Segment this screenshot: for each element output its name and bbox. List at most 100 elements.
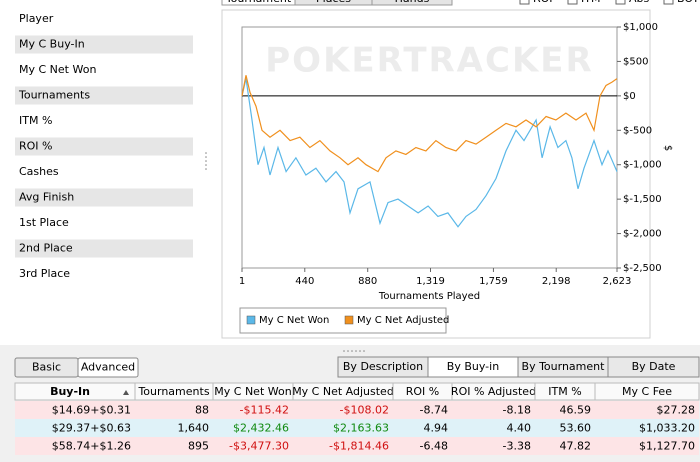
table-cell: 4.94 (424, 422, 449, 435)
column-header[interactable]: Buy-In (50, 385, 90, 398)
sort-arrow (123, 390, 129, 395)
table-cell: $58.74+$1.26 (52, 440, 131, 453)
x-tick-label: 1,759 (479, 276, 508, 287)
group-tab[interactable] (607, 356, 700, 378)
y-tick-label: $1,000 (623, 22, 658, 33)
x-tick-label: 2,623 (603, 276, 632, 287)
table-cell: 895 (188, 440, 209, 453)
table-row-bg (15, 437, 699, 455)
checkbox-label: BOY (677, 0, 699, 5)
column-header[interactable]: ITM % (548, 385, 581, 398)
view-button-label: Advanced (81, 361, 135, 374)
legend-swatch (246, 315, 256, 325)
table-cell: $2,163.63 (333, 422, 389, 435)
y-tick-label: $500 (623, 56, 648, 67)
stat-label[interactable]: ITM % (19, 114, 52, 127)
tab[interactable] (371, 0, 453, 6)
table-cell: -$1,814.46 (329, 440, 389, 453)
table-cell: $27.28 (657, 404, 696, 417)
table-cell: 53.60 (560, 422, 592, 435)
y-tick-label: $0 (623, 91, 636, 102)
group-tab-label: By Date (632, 360, 676, 373)
table-cell: -3.38 (503, 440, 531, 453)
column-header[interactable]: Tournaments (137, 385, 209, 398)
group-tab-label: By Tournament (522, 360, 606, 373)
checkbox-label: Abs (629, 0, 650, 5)
column-header[interactable]: My C Net Adjusted (292, 385, 394, 398)
legend-swatch (344, 315, 354, 325)
tab-label: Places (316, 0, 351, 5)
table-cell: $14.69+$0.31 (52, 404, 131, 417)
y-tick-label: $-2,500 (623, 263, 662, 274)
splitter (205, 152, 365, 352)
legend-label: My C Net Won (259, 315, 329, 326)
tab-label: Tournament (225, 0, 292, 5)
x-tick-label: 2,198 (542, 276, 571, 287)
checkbox[interactable] (615, 0, 626, 5)
group-tab-label: By Description (343, 360, 423, 373)
x-tick-label: 1,319 (416, 276, 445, 287)
column-header[interactable]: ROI % Adjusted (451, 385, 536, 398)
group-tab-label: By Buy-in (447, 360, 499, 373)
y-tick-label: $-1,500 (623, 194, 662, 205)
stat-label[interactable]: ROI % (19, 140, 53, 153)
checkbox[interactable] (567, 0, 578, 5)
y-tick-label: $-500 (623, 125, 652, 136)
stat-label[interactable]: Avg Finish (19, 191, 74, 204)
stat-row-bg (15, 86, 193, 105)
x-tick-label: 880 (358, 276, 377, 287)
y-tick-label: $-2,000 (623, 229, 662, 240)
tab[interactable] (294, 0, 373, 6)
column-header[interactable]: ROI % (406, 385, 440, 398)
x-tick-label: 1 (239, 276, 245, 287)
table-cell: $1,127.70 (639, 440, 695, 453)
stat-row-bg (15, 137, 193, 156)
stat-row-bg (15, 188, 193, 207)
stat-label[interactable]: Cashes (19, 165, 59, 178)
stat-label[interactable]: My C Buy-In (19, 38, 85, 51)
table-cell: $29.37+$0.63 (52, 422, 131, 435)
stat-row-bg (15, 239, 193, 258)
series-line (241, 78, 618, 228)
watermark: POKERTRACKER (265, 41, 593, 81)
y-tick-label: $-1,000 (623, 160, 662, 171)
table-cell: -8.18 (503, 404, 531, 417)
table-row-bg (15, 401, 699, 419)
table-cell: $1,033.20 (639, 422, 695, 435)
checkbox[interactable] (519, 0, 530, 5)
plot-area (241, 26, 618, 269)
view-button[interactable] (77, 357, 139, 378)
checkbox-label: ROI (533, 0, 553, 5)
stat-label[interactable]: 3rd Place (19, 267, 70, 280)
checkbox[interactable] (663, 0, 674, 5)
stat-label[interactable]: Tournaments (18, 89, 90, 102)
legend-label: My C Net Adjusted (357, 315, 449, 326)
table-cell: -6.48 (420, 440, 448, 453)
stat-row-bg (15, 35, 193, 54)
table-cell: 1,640 (178, 422, 210, 435)
table-cell: 46.59 (560, 404, 592, 417)
tab[interactable] (221, 0, 296, 6)
stat-label[interactable]: 2nd Place (19, 242, 73, 255)
y-axis-label: $ (662, 145, 673, 151)
table-header-bg (14, 382, 700, 401)
table-cell: -8.74 (420, 404, 448, 417)
table-cell: 4.40 (507, 422, 532, 435)
stat-label[interactable]: My C Net Won (19, 63, 96, 76)
x-tick-label: 440 (295, 276, 314, 287)
column-header[interactable]: My C Net Won (214, 385, 291, 398)
stat-label[interactable]: Player (19, 12, 54, 25)
table-cell: 47.82 (560, 440, 592, 453)
stat-label[interactable]: 1st Place (19, 216, 69, 229)
legend (239, 307, 447, 334)
table-row-bg (15, 419, 699, 437)
table-cell: -$3,477.30 (229, 440, 289, 453)
chart-panel (221, 9, 651, 339)
x-axis-label: Tournaments Played (378, 291, 480, 302)
series-line (241, 75, 618, 173)
table-cell: $2,432.46 (233, 422, 289, 435)
column-header[interactable]: My C Fee (622, 385, 672, 398)
view-button-label: Basic (32, 361, 61, 374)
table-cell: -$108.02 (340, 404, 389, 417)
